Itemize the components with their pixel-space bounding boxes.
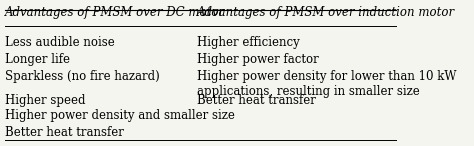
Text: Advantages of PMSM over DC motor: Advantages of PMSM over DC motor [5, 6, 226, 19]
Text: Higher power factor: Higher power factor [197, 53, 319, 66]
Text: Longer life: Longer life [5, 53, 70, 66]
Text: Less audible noise: Less audible noise [5, 36, 115, 49]
Text: Better heat transfer: Better heat transfer [197, 94, 316, 107]
Text: Higher efficiency: Higher efficiency [197, 36, 300, 49]
Text: Higher speed: Higher speed [5, 94, 86, 107]
Text: Higher power density for lower than 10 kW
applications, resulting in smaller siz: Higher power density for lower than 10 k… [197, 70, 456, 98]
Text: Advantages of PMSM over induction motor: Advantages of PMSM over induction motor [197, 6, 455, 19]
Text: Better heat transfer: Better heat transfer [5, 126, 124, 139]
Text: Sparkless (no fire hazard): Sparkless (no fire hazard) [5, 70, 160, 83]
Text: Higher power density and smaller size: Higher power density and smaller size [5, 109, 235, 122]
